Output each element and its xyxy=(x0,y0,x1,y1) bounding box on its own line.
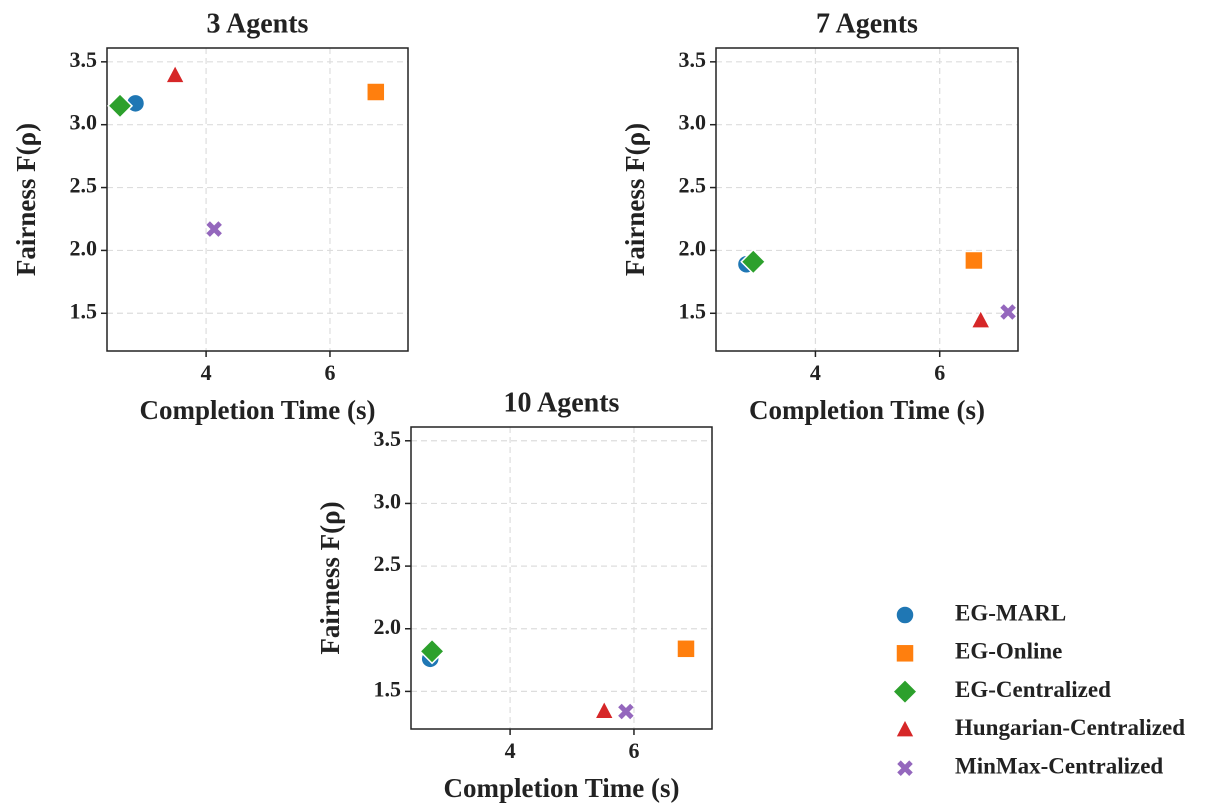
legend-label: EG-Centralized xyxy=(955,677,1111,702)
x-axis-label: Completion Time (s) xyxy=(749,395,985,425)
legend-label: Hungarian-Centralized xyxy=(955,715,1185,740)
x-tick-label: 6 xyxy=(934,360,945,385)
chart-title: 7 Agents xyxy=(816,8,918,39)
y-tick-label: 1.5 xyxy=(374,676,402,701)
y-tick-label: 3.5 xyxy=(70,47,98,72)
y-axis-label: Fairness F(ρ) xyxy=(620,123,650,276)
y-tick-label: 2.0 xyxy=(374,614,402,639)
legend-marker xyxy=(895,643,915,664)
legend-marker xyxy=(897,760,913,776)
y-tick-label: 3.5 xyxy=(679,47,707,72)
y-tick-label: 3.0 xyxy=(374,488,402,513)
legend-label: EG-Online xyxy=(955,639,1062,664)
point xyxy=(594,700,615,719)
y-tick-label: 1.5 xyxy=(70,298,98,323)
x-tick-label: 6 xyxy=(628,738,639,763)
legend-label: EG-MARL xyxy=(955,600,1066,625)
plot-frame xyxy=(715,47,1019,352)
y-tick-label: 2.5 xyxy=(70,173,98,198)
point xyxy=(970,309,991,329)
y-axis-label: Fairness F(ρ) xyxy=(11,123,41,276)
x-tick-label: 4 xyxy=(201,360,212,385)
legend-label: MinMax-Centralized xyxy=(955,753,1163,778)
y-tick-label: 1.5 xyxy=(679,298,707,323)
plot-frame xyxy=(106,47,409,352)
y-tick-label: 3.0 xyxy=(70,110,98,135)
x-tick-label: 4 xyxy=(810,360,821,385)
y-tick-label: 2.5 xyxy=(679,173,707,198)
plot-frame xyxy=(410,426,713,730)
legend-marker xyxy=(891,678,919,705)
point xyxy=(740,248,767,275)
legend-marker xyxy=(895,605,915,625)
x-tick-label: 6 xyxy=(324,360,335,385)
x-axis-label: Completion Time (s) xyxy=(140,395,376,425)
legend-marker xyxy=(895,718,915,738)
point xyxy=(418,638,446,665)
point xyxy=(676,639,696,659)
y-tick-label: 3.5 xyxy=(374,426,402,451)
point xyxy=(106,92,134,119)
point xyxy=(1000,304,1016,320)
x-axis-label: Completion Time (s) xyxy=(444,773,680,803)
y-axis-label: Fairness F(ρ) xyxy=(315,501,345,654)
chart-title: 3 Agents xyxy=(207,8,309,39)
point xyxy=(366,82,386,102)
y-tick-label: 2.0 xyxy=(679,235,707,260)
y-tick-label: 2.0 xyxy=(70,235,98,260)
chart-title: 10 Agents xyxy=(504,387,620,418)
point xyxy=(964,250,984,271)
x-tick-label: 4 xyxy=(505,738,516,763)
y-tick-label: 3.0 xyxy=(679,110,707,135)
y-tick-label: 2.5 xyxy=(374,551,402,576)
point xyxy=(165,64,185,84)
point xyxy=(618,703,634,720)
point xyxy=(206,221,222,237)
